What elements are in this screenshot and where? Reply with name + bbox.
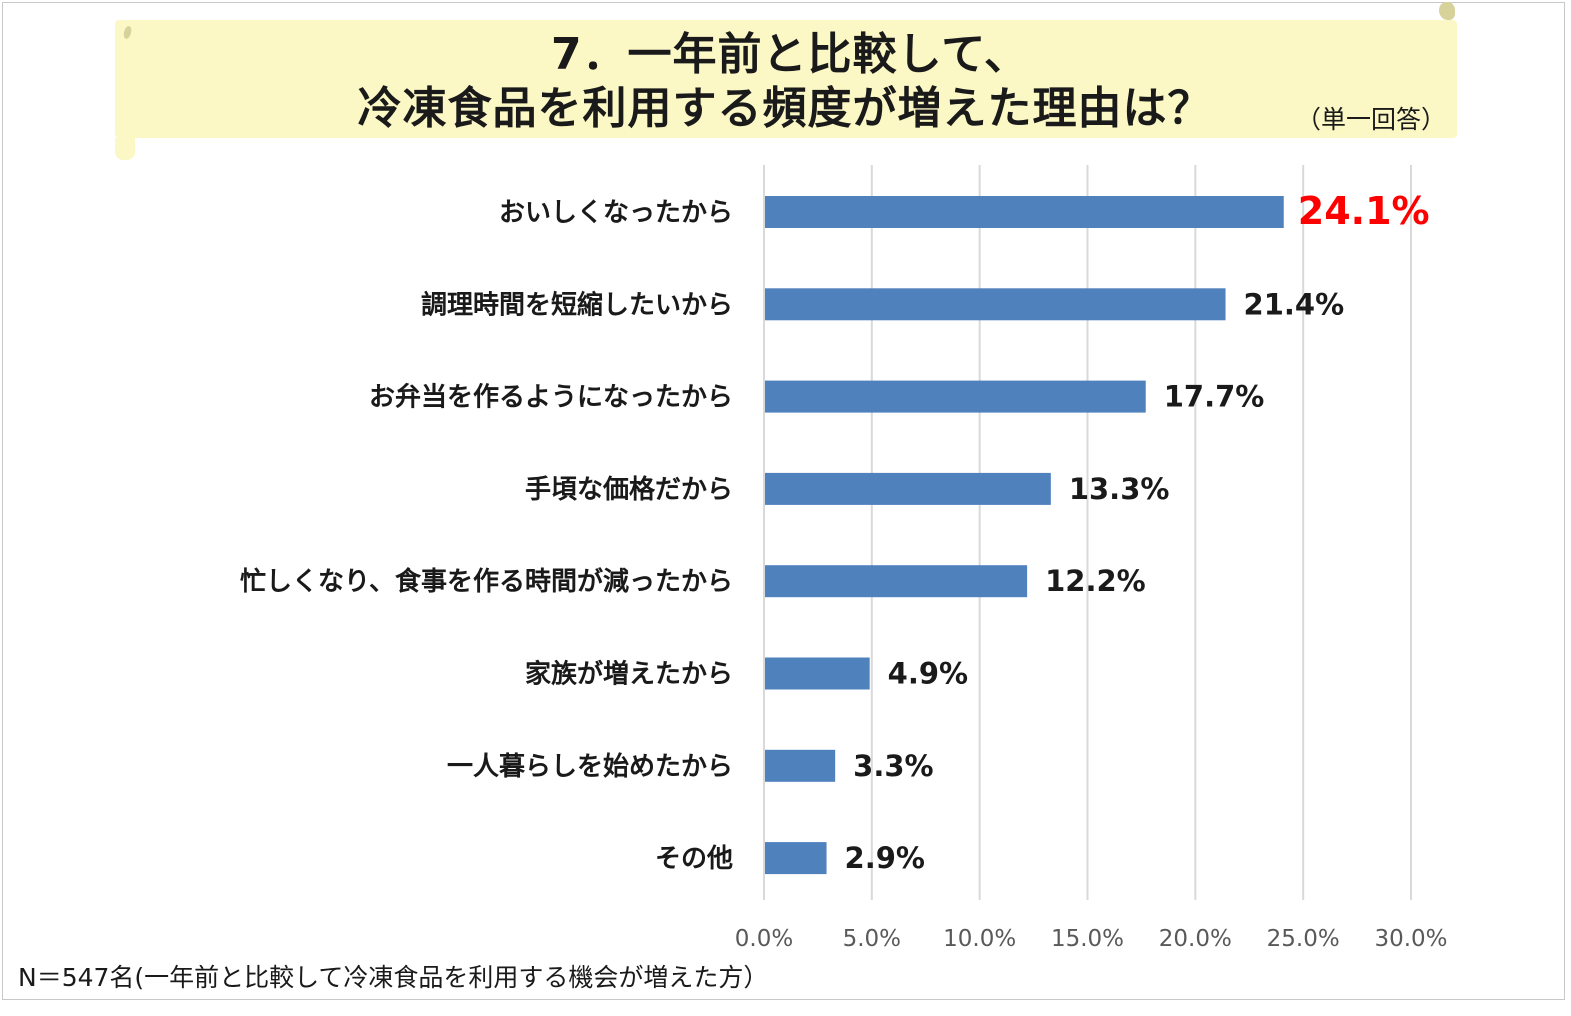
x-tick-label: 25.0% (1267, 926, 1340, 952)
x-tick-label: 5.0% (843, 926, 901, 952)
chart-subtitle: （単一回答） (1296, 105, 1447, 134)
category-label: 忙しくなり、食事を作る時間が減ったから (240, 566, 733, 597)
x-tick-label: 20.0% (1159, 926, 1232, 952)
chart-title-line1: 7．一年前と比較して、 (550, 29, 1030, 80)
category-label: お弁当を作るようになったから (369, 382, 733, 413)
title-banner (115, 20, 1457, 160)
data-label: 21.4% (1244, 287, 1345, 321)
sample-footnote: N＝547名(一年前と比較して冷凍食品を利用する機会が増えた方） (18, 963, 769, 992)
bar (764, 749, 836, 782)
bar (764, 196, 1284, 228)
bar (764, 842, 827, 875)
data-label: 4.9% (888, 657, 968, 691)
bar (764, 288, 1226, 321)
x-tick-label: 30.0% (1374, 926, 1447, 952)
data-label: 17.7% (1164, 380, 1265, 414)
bar (764, 472, 1051, 505)
data-label: 12.2% (1045, 564, 1146, 598)
chart-title-line2: 冷凍食品を利用する頻度が増えた理由は？ (357, 83, 1213, 134)
category-label: その他 (655, 844, 733, 874)
category-label: 調理時間を短縮したいから (421, 289, 733, 320)
bar (764, 565, 1028, 598)
category-label: おいしくなったから (499, 198, 733, 228)
bar (764, 657, 870, 690)
x-tick-label: 0.0% (735, 926, 793, 952)
x-tick-label: 15.0% (1051, 926, 1124, 952)
category-label: 手頃な価格だから (525, 474, 733, 505)
data-label: 13.3% (1069, 472, 1170, 506)
category-label: 一人暮らしを始めたから (447, 752, 733, 782)
x-tick-label: 10.0% (943, 926, 1016, 952)
bar (764, 380, 1146, 413)
data-label: 2.9% (845, 841, 925, 875)
banner-curl-right (1439, 2, 1455, 20)
category-label: 家族が増えたから (525, 659, 733, 690)
data-label-highlight: 24.1% (1298, 189, 1430, 233)
chart-frame (2, 2, 1565, 1000)
data-label: 3.3% (853, 749, 933, 783)
